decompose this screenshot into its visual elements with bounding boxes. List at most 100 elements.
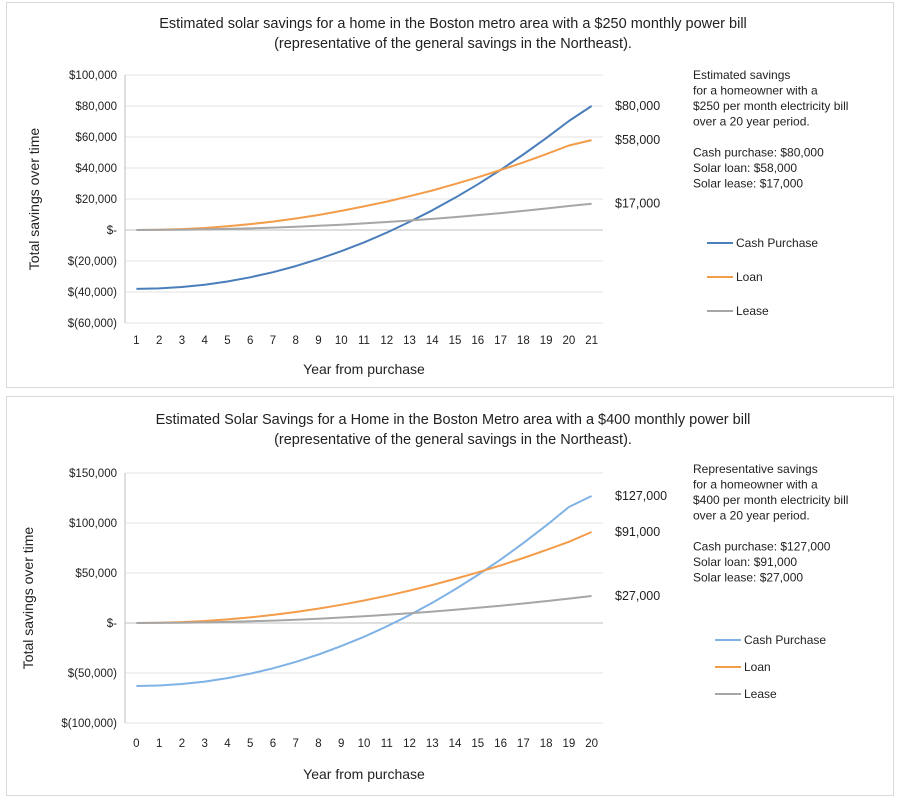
x-tick-label: 6 <box>270 738 276 750</box>
x-tick-label: 6 <box>247 335 253 347</box>
legend-label: Lease <box>736 304 769 318</box>
x-tick-label: 8 <box>293 335 299 347</box>
annotation-line: Solar lease: $17,000 <box>693 177 803 191</box>
annotation-line: $250 per month electricity bill <box>693 99 848 113</box>
x-tick-label: 14 <box>426 335 439 347</box>
series-line-lease <box>136 202 592 231</box>
chart-title: Estimated solar savings for a home in th… <box>159 16 747 32</box>
x-tick-label: 10 <box>335 335 348 347</box>
x-tick-label: 2 <box>156 335 162 347</box>
chart-400: Estimated Solar Savings for a Home in th… <box>20 412 848 782</box>
x-tick-label: 20 <box>585 738 598 750</box>
y-tick-label: $20,000 <box>75 194 117 206</box>
x-tick-label: 7 <box>293 738 299 750</box>
x-tick-label: 15 <box>449 335 462 347</box>
x-tick-label: 1 <box>133 335 139 347</box>
annotation-line: Cash purchase: $127,000 <box>693 540 831 554</box>
annotation-line: Solar loan: $58,000 <box>693 161 797 175</box>
x-tick-label: 4 <box>224 738 231 750</box>
x-tick-label: 9 <box>338 738 344 750</box>
chart-title: Estimated Solar Savings for a Home in th… <box>156 412 751 428</box>
x-tick-label: 12 <box>380 335 393 347</box>
y-tick-label: $100,000 <box>69 70 117 82</box>
y-tick-label: $(60,000) <box>68 318 117 330</box>
x-tick-label: 21 <box>585 335 598 347</box>
x-tick-label: 4 <box>201 335 208 347</box>
x-tick-label: 9 <box>315 335 321 347</box>
annotation-line: Representative savings <box>693 462 818 476</box>
x-tick-label: 19 <box>562 738 575 750</box>
y-tick-label: $50,000 <box>75 568 117 580</box>
legend-label: Lease <box>744 687 777 701</box>
x-tick-label: 8 <box>315 738 321 750</box>
x-tick-label: 0 <box>133 738 139 750</box>
legend-label: Cash Purchase <box>736 236 818 250</box>
series-line-cash-purchase <box>136 105 593 290</box>
x-tick-label: 16 <box>494 738 507 750</box>
x-tick-label: 20 <box>562 335 575 347</box>
series-line-loan <box>136 139 592 231</box>
y-tick-label: $80,000 <box>75 101 117 113</box>
annotation-line: Cash purchase: $80,000 <box>693 146 824 160</box>
legend-label: Loan <box>736 270 763 284</box>
x-tick-label: 18 <box>540 738 553 750</box>
annotation-line: for a homeowner with a <box>693 478 818 492</box>
y-tick-label: $150,000 <box>69 468 117 480</box>
x-tick-label: 17 <box>494 335 507 347</box>
y-axis-title: Total savings over time <box>26 128 42 271</box>
y-tick-label: $(40,000) <box>68 287 117 299</box>
x-tick-label: 11 <box>381 738 393 750</box>
annotation-line: for a homeowner with a <box>693 84 818 98</box>
chart-subtitle: (representative of the general savings i… <box>274 36 632 52</box>
annotation-line: Solar loan: $91,000 <box>693 555 797 569</box>
series-end-label: $91,000 <box>615 525 660 539</box>
y-tick-label: $60,000 <box>75 132 117 144</box>
y-tick-label: $- <box>107 225 117 237</box>
x-tick-label: 18 <box>517 335 530 347</box>
legend-label: Loan <box>744 660 771 674</box>
y-tick-label: $- <box>107 618 117 630</box>
annotation-line: over a 20 year period. <box>693 115 810 129</box>
x-tick-label: 16 <box>471 335 484 347</box>
y-axis-title: Total savings over time <box>20 527 36 670</box>
chart-250: Estimated solar savings for a home in th… <box>26 16 848 377</box>
x-tick-label: 14 <box>449 738 462 750</box>
x-tick-label: 15 <box>471 738 484 750</box>
y-tick-label: $(20,000) <box>68 256 117 268</box>
x-axis-title: Year from purchase <box>303 766 425 782</box>
x-tick-label: 19 <box>540 335 553 347</box>
x-tick-label: 17 <box>517 738 530 750</box>
x-tick-label: 11 <box>358 335 370 347</box>
series-line-loan <box>136 531 592 624</box>
x-tick-label: 3 <box>179 335 185 347</box>
annotation-line: Solar lease: $27,000 <box>693 571 803 585</box>
annotation-line: over a 20 year period. <box>693 509 810 523</box>
chart-panel-400: Estimated Solar Savings for a Home in th… <box>6 396 894 796</box>
legend-label: Cash Purchase <box>744 633 826 647</box>
x-tick-label: 10 <box>358 738 371 750</box>
series-end-label: $127,000 <box>615 489 667 503</box>
series-end-label: $17,000 <box>615 197 660 211</box>
x-tick-label: 5 <box>224 335 230 347</box>
x-tick-label: 7 <box>270 335 276 347</box>
x-tick-label: 2 <box>179 738 185 750</box>
y-tick-label: $100,000 <box>69 518 117 530</box>
x-tick-label: 13 <box>426 738 439 750</box>
chart-panel-250: Estimated solar savings for a home in th… <box>6 2 894 388</box>
x-tick-label: 1 <box>156 738 162 750</box>
x-tick-label: 3 <box>201 738 207 750</box>
series-end-label: $27,000 <box>615 589 660 603</box>
chart-subtitle: (representative of the general savings i… <box>274 432 632 448</box>
series-line-cash-purchase <box>136 495 593 687</box>
series-end-label: $58,000 <box>615 133 660 147</box>
series-end-label: $80,000 <box>615 99 660 113</box>
y-tick-label: $(50,000) <box>68 668 117 680</box>
y-tick-label: $(100,000) <box>61 718 117 730</box>
series-line-lease <box>136 595 592 624</box>
annotation-line: Estimated savings <box>693 68 790 82</box>
annotation-line: $400 per month electricity bill <box>693 493 848 507</box>
y-tick-label: $40,000 <box>75 163 117 175</box>
x-tick-label: 12 <box>403 738 416 750</box>
x-tick-label: 13 <box>403 335 416 347</box>
x-tick-label: 5 <box>247 738 253 750</box>
